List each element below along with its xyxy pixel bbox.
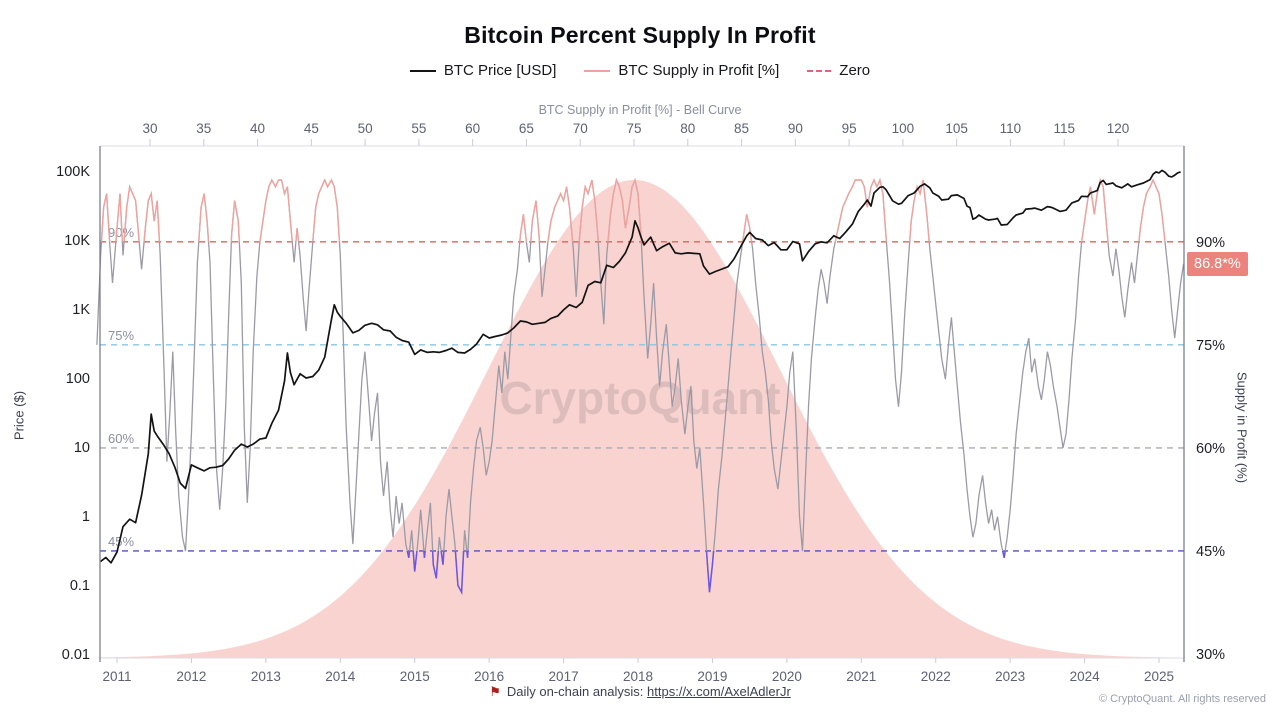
legend-label: Zero	[839, 62, 871, 79]
year-tick-label: 2018	[623, 669, 653, 684]
top-tick-label: 95	[842, 121, 857, 136]
footer-text: Daily on-chain analysis:	[506, 684, 648, 699]
top-tick-label: 55	[411, 121, 426, 136]
price-tick-label: 0.1	[70, 578, 90, 594]
year-tick-label: 2014	[325, 669, 356, 684]
bell-curve-area	[96, 180, 1188, 658]
price-tick-label: 10	[74, 440, 90, 456]
copyright-note: © CryptoQuant. All rights reserved	[1098, 693, 1266, 705]
flag-icon: ⚑	[489, 684, 501, 699]
top-tick-label: 65	[519, 121, 534, 136]
price-tick-label: 0.01	[62, 647, 90, 663]
top-tick-label: 35	[196, 121, 211, 136]
page-title: Bitcoin Percent Supply In Profit	[464, 22, 816, 48]
year-tick-label: 2012	[176, 669, 206, 684]
author-link[interactable]: https://x.com/AxelAdlerJr	[647, 684, 791, 699]
top-axis-title: BTC Supply in Profit [%] - Bell Curve	[538, 103, 742, 117]
supply-line-below-45	[184, 550, 1006, 595]
price-tick-label: 1	[82, 509, 90, 525]
year-tick-label: 2019	[697, 669, 727, 684]
supply-tick-label: 30%	[1196, 647, 1225, 663]
year-tick-label: 2020	[772, 669, 802, 684]
line-swatch-icon	[409, 69, 436, 72]
top-tick-label: 60	[465, 121, 480, 136]
supply-tick-label: 90%	[1196, 235, 1225, 251]
top-tick-label: 85	[734, 121, 749, 136]
year-tick-label: 2025	[1144, 669, 1174, 684]
year-tick-label: 2023	[995, 669, 1025, 684]
top-tick-label: 110	[1000, 121, 1022, 136]
legend-label: BTC Supply in Profit [%]	[618, 62, 780, 79]
btc-price-line	[100, 169, 1181, 564]
year-tick-label: 2015	[400, 669, 430, 684]
price-tick-label: 1K	[72, 302, 90, 318]
top-tick-label: 80	[680, 121, 695, 136]
top-tick-label: 50	[358, 121, 373, 136]
right-axis-title: Supply in Profit (%)	[1234, 371, 1250, 484]
legend-item-supply-in-profit[interactable]: BTC Supply in Profit [%]	[584, 62, 779, 79]
top-tick-label: 90	[788, 121, 803, 136]
year-tick-label: 2021	[846, 669, 876, 684]
legend-item-btc-price[interactable]: BTC Price [USD]	[409, 62, 557, 79]
top-tick-label: 120	[1107, 121, 1130, 136]
supply-tick-label: 45%	[1196, 544, 1225, 560]
top-tick-label: 75	[626, 121, 641, 136]
year-tick-label: 2022	[921, 669, 951, 684]
threshold-label-75: 75%	[108, 328, 134, 343]
price-tick-label: 100K	[56, 164, 90, 180]
year-tick-label: 2024	[1070, 669, 1101, 684]
top-tick-label: 30	[142, 121, 157, 136]
legend-label: BTC Price [USD]	[443, 62, 557, 79]
line-swatch-icon	[584, 69, 611, 72]
last-value-badge: 86.8*%	[1187, 251, 1248, 276]
top-tick-label: 115	[1053, 121, 1075, 136]
top-tick-label: 105	[945, 121, 968, 136]
price-tick-label: 100	[66, 371, 90, 387]
watermark: CryptoQuant	[499, 372, 780, 424]
top-tick-label: 70	[573, 121, 588, 136]
supply-tick-label: 60%	[1196, 441, 1225, 457]
year-tick-label: 2016	[474, 669, 504, 684]
top-tick-label: 100	[892, 121, 915, 136]
legend: BTC Price [USD] BTC Supply in Profit [%]…	[0, 62, 1280, 79]
year-tick-label: 2011	[102, 669, 131, 684]
legend-item-zero[interactable]: Zero	[807, 62, 870, 79]
footer-note: ⚑ Daily on-chain analysis: https://x.com/…	[0, 684, 1280, 700]
threshold-label-45: 45%	[108, 534, 134, 549]
year-tick-label: 2013	[251, 669, 281, 684]
supply-tick-label: 75%	[1196, 338, 1225, 354]
left-axis-title: Price ($)	[11, 390, 27, 441]
top-tick-label: 40	[250, 121, 265, 136]
top-tick-label: 45	[304, 121, 319, 136]
dashed-line-swatch-icon	[807, 69, 832, 72]
year-tick-label: 2017	[549, 669, 579, 684]
threshold-label-60: 60%	[108, 431, 134, 446]
price-tick-label: 10K	[64, 233, 90, 249]
